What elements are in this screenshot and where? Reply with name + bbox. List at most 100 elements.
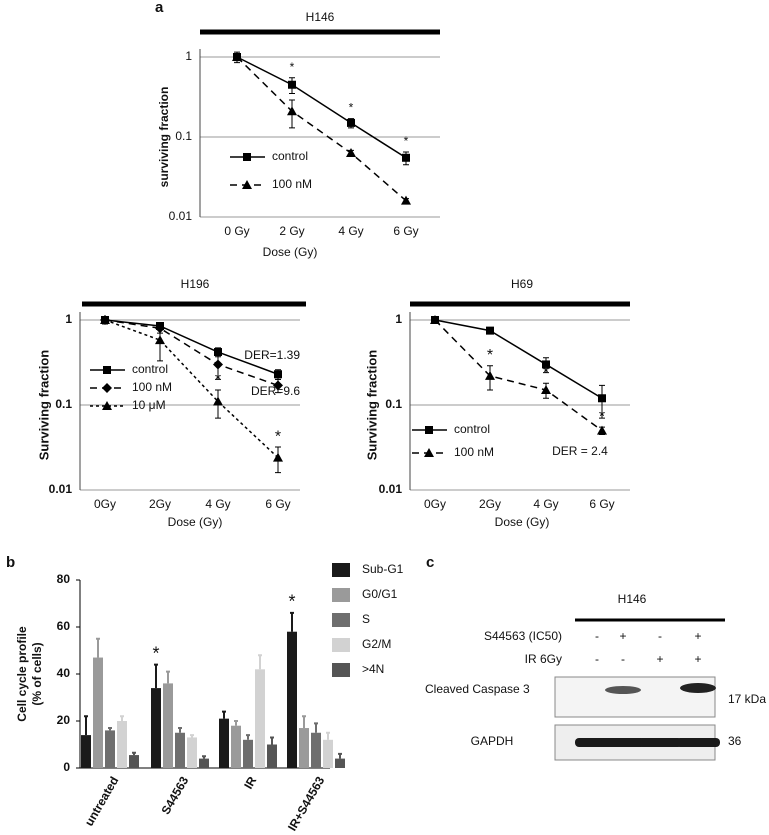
bar xyxy=(187,737,197,768)
bar xyxy=(267,744,277,768)
blot-box xyxy=(554,676,716,718)
y-axis-label-line: Cell cycle profile xyxy=(15,626,29,722)
marker xyxy=(213,396,223,406)
bar xyxy=(151,688,161,768)
x-tick-label: 2 Gy xyxy=(279,224,304,238)
error-bar xyxy=(326,731,330,740)
error-bar xyxy=(270,736,274,745)
x-axis-label: Dose (Gy) xyxy=(495,515,550,529)
marker xyxy=(273,452,283,462)
y-tick-label: 0.01 xyxy=(49,482,73,496)
bar xyxy=(231,725,241,768)
legend-label: control xyxy=(132,362,168,376)
marker xyxy=(486,326,494,335)
treatment-sign: - xyxy=(621,652,625,666)
y-tick-label: 1 xyxy=(65,312,72,326)
annotation: DER=9.6 xyxy=(251,384,300,398)
error-bar xyxy=(258,654,262,670)
marker xyxy=(598,394,606,403)
marker xyxy=(274,370,282,379)
legend-label: Sub-G1 xyxy=(362,562,404,576)
bar xyxy=(199,758,209,768)
line xyxy=(434,319,603,432)
significance: * xyxy=(152,643,159,663)
significance: * xyxy=(543,365,549,382)
y-tick-label: 20 xyxy=(57,713,71,727)
line xyxy=(104,319,279,387)
significance: * xyxy=(404,134,409,148)
bar xyxy=(81,735,91,768)
line xyxy=(236,56,407,202)
band-label: GAPDH xyxy=(471,734,514,748)
marker xyxy=(287,106,297,116)
marker xyxy=(430,315,440,324)
y-tick-label: 0.1 xyxy=(175,129,192,143)
bar xyxy=(323,739,333,768)
legend-swatch xyxy=(332,638,350,652)
chart-title: H196 xyxy=(181,277,210,291)
error-bar xyxy=(178,727,182,733)
marker xyxy=(100,315,110,324)
bar xyxy=(299,728,309,768)
treatment-sign: + xyxy=(656,652,663,666)
marker xyxy=(346,148,356,158)
error-bar xyxy=(234,720,238,726)
error-bar xyxy=(154,663,158,689)
treatment-sign: - xyxy=(595,652,599,666)
bar xyxy=(255,669,265,768)
legend-swatch xyxy=(332,663,350,677)
x-tick-label: 2Gy xyxy=(149,497,171,511)
band-size: 17 kDa xyxy=(728,692,766,706)
legend-label: 100 nM xyxy=(132,380,172,394)
treatment-sign: - xyxy=(595,629,599,643)
significance: * xyxy=(290,60,295,74)
x-tick-label: 6 Gy xyxy=(589,497,614,511)
marker xyxy=(597,425,607,435)
marker xyxy=(273,380,283,391)
bar xyxy=(175,732,185,768)
y-tick-label: 60 xyxy=(57,619,71,633)
y-tick-label: 40 xyxy=(57,666,71,680)
marker xyxy=(243,153,251,161)
legend-label: >4N xyxy=(362,662,384,676)
chart-title: H146 xyxy=(306,10,335,24)
error-bar xyxy=(132,751,136,756)
error-bar xyxy=(290,611,294,632)
bar xyxy=(335,758,345,768)
x-axis-label: Dose (Gy) xyxy=(168,515,223,529)
y-axis-label: Cell cycle profile(% of cells) xyxy=(15,626,44,722)
legend-label: 10 μM xyxy=(132,398,166,412)
line xyxy=(104,319,279,375)
x-tick-label: 4 Gy xyxy=(338,224,363,238)
significance: * xyxy=(275,428,281,445)
y-axis-label: Surviving fraction xyxy=(364,350,379,461)
significance: * xyxy=(349,101,354,115)
marker xyxy=(102,401,112,410)
treatment-sign: + xyxy=(694,652,701,666)
legend-label: S xyxy=(362,612,370,626)
marker xyxy=(425,426,433,434)
band-label: Cleaved Caspase 3 xyxy=(425,682,530,696)
annotation: DER=1.39 xyxy=(244,348,300,362)
panel-letter: a xyxy=(155,0,164,16)
y-tick-label: 0.1 xyxy=(55,397,72,411)
legend-label: G2/M xyxy=(362,637,391,651)
marker xyxy=(402,153,410,162)
legend-swatch xyxy=(332,588,350,602)
x-axis-label: Dose (Gy) xyxy=(263,245,318,259)
marker xyxy=(155,335,165,345)
marker xyxy=(541,385,551,395)
error-bar xyxy=(222,710,226,719)
blot-title: H146 xyxy=(618,592,647,606)
bar xyxy=(105,730,115,768)
marker xyxy=(401,195,411,205)
y-axis-label: surviving fraction xyxy=(157,87,171,188)
marker xyxy=(485,370,495,380)
legend-label: G0/G1 xyxy=(362,587,398,601)
chart-title: H69 xyxy=(511,277,533,291)
y-tick-label: 0.1 xyxy=(385,397,402,411)
panel-letter: c xyxy=(426,554,434,571)
band xyxy=(605,686,641,694)
significance: * xyxy=(599,408,605,425)
